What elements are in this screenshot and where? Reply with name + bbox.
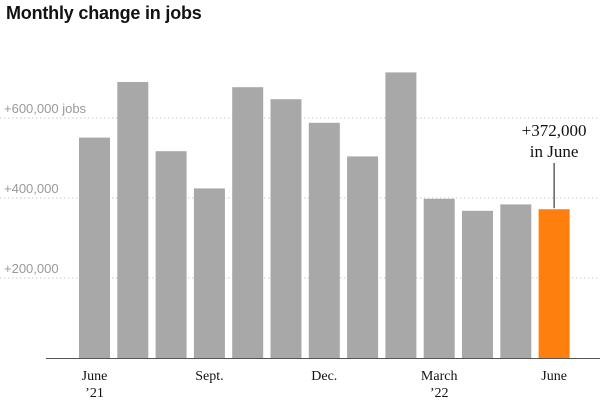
bar-0	[79, 137, 110, 358]
bar-7	[347, 156, 379, 358]
bar-8	[385, 72, 417, 359]
x-tick-label-2: Dec.	[311, 369, 337, 384]
x-tick-label-1: Sept.	[195, 369, 223, 384]
chart-title: Monthly change in jobs	[6, 3, 202, 23]
annotation-value: +372,000	[522, 121, 587, 140]
bar-11	[500, 204, 532, 358]
y-tick-label-1: +400,000	[4, 181, 59, 196]
bar-3	[193, 188, 225, 358]
x-tick-labels: June ’21 Sept. Dec. March ’22 June	[82, 369, 567, 401]
annotation: +372,000 in June	[522, 121, 587, 209]
x-tick-sublabel-3: ’22	[430, 386, 449, 401]
x-tick-label-0: June	[82, 369, 108, 384]
annotation-label: in June	[530, 142, 579, 161]
bar-9	[423, 198, 455, 358]
y-tick-label-2: +600,000 jobs	[4, 101, 87, 116]
x-tick-label-3: March	[421, 369, 458, 384]
bar-5	[270, 99, 302, 358]
y-tick-label-0: +200,000	[4, 261, 59, 276]
bar-2	[155, 151, 187, 358]
bars	[79, 72, 570, 359]
bar-4	[232, 87, 264, 358]
x-tick-sublabel-0: ’21	[85, 386, 104, 401]
x-tick-label-4: June	[541, 369, 567, 384]
bar-6	[308, 122, 340, 358]
y-tick-labels: +200,000 +400,000 +600,000 jobs	[4, 101, 87, 276]
bar-1	[117, 82, 149, 358]
bar-12	[538, 209, 570, 358]
bar-10	[462, 210, 493, 358]
